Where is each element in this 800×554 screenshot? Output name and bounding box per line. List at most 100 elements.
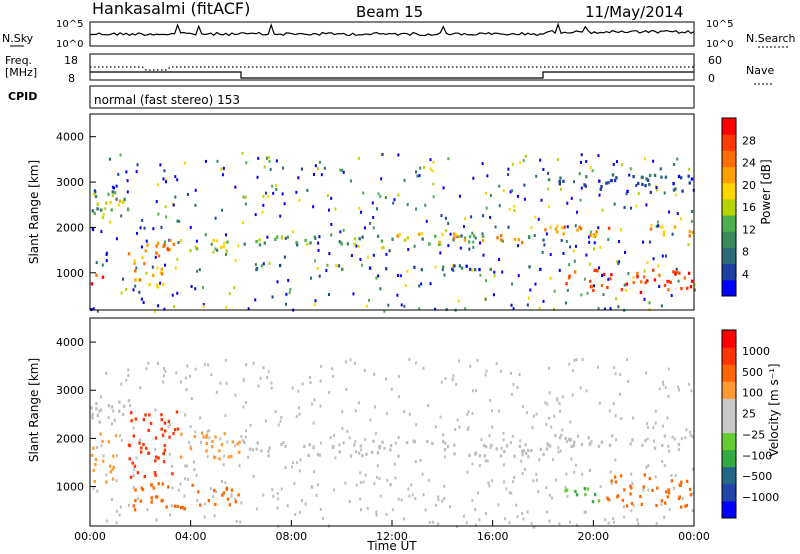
data-cell xyxy=(513,454,516,458)
scatter-cell xyxy=(481,162,484,166)
scatter-cell xyxy=(107,416,110,420)
data-cell xyxy=(669,280,672,285)
data-cell xyxy=(199,503,202,507)
scatter-cell xyxy=(292,461,295,465)
data-cell xyxy=(640,280,643,284)
data-cell xyxy=(194,245,198,249)
data-cell xyxy=(590,284,594,289)
scatter-cell xyxy=(244,202,247,206)
data-cell xyxy=(620,288,624,292)
scatter-cell xyxy=(203,363,206,367)
scatter-cell xyxy=(623,283,626,287)
freq-label-line1: Freq. xyxy=(5,54,32,67)
scatter-cell xyxy=(652,439,655,443)
data-cell xyxy=(639,494,642,499)
scatter-cell xyxy=(95,261,98,265)
scatter-cell xyxy=(176,219,179,223)
data-cell xyxy=(564,436,567,440)
scatter-cell xyxy=(637,522,640,526)
scatter-cell xyxy=(194,287,197,291)
scatter-cell xyxy=(264,191,267,195)
scatter-cell xyxy=(404,284,407,288)
data-cell xyxy=(679,176,683,180)
scatter-cell xyxy=(548,493,551,497)
scatter-cell xyxy=(341,410,344,414)
scatter-cell xyxy=(281,192,284,196)
scatter-cell xyxy=(240,501,243,505)
scatter-cell xyxy=(670,474,673,478)
data-cell xyxy=(426,439,429,444)
colorbar-tick-label: 24 xyxy=(742,157,756,170)
data-cell xyxy=(600,440,604,444)
scatter-cell xyxy=(193,468,196,472)
colorbar-tick-label: 4 xyxy=(742,268,749,281)
data-cell xyxy=(230,488,234,492)
scatter-cell xyxy=(615,438,618,442)
data-cell xyxy=(689,285,693,289)
scatter-cell xyxy=(198,268,201,272)
scatter-cell xyxy=(284,466,287,470)
data-cell xyxy=(389,444,393,448)
data-cell xyxy=(661,225,664,229)
scatter-cell xyxy=(367,298,370,302)
data-cell xyxy=(133,259,136,263)
scatter-cell xyxy=(96,489,99,493)
scatter-cell xyxy=(480,437,483,441)
scatter-cell xyxy=(486,174,489,178)
scatter-cell xyxy=(242,405,245,409)
scatter-cell xyxy=(587,235,590,239)
scatter-cell xyxy=(320,364,323,368)
scatter-cell xyxy=(647,425,650,429)
scatter-cell xyxy=(280,416,283,420)
data-cell xyxy=(165,505,168,509)
data-cell xyxy=(539,267,542,271)
scatter-cell xyxy=(262,493,265,497)
noise-right-tick-top: 10^5 xyxy=(706,19,733,30)
scatter-cell xyxy=(308,376,311,380)
scatter-cell xyxy=(504,517,507,521)
scatter-cell xyxy=(260,264,263,268)
scatter-cell xyxy=(618,392,621,396)
scatter-cell xyxy=(341,168,344,172)
data-cell xyxy=(118,199,122,203)
scatter-cell xyxy=(390,387,393,391)
data-cell xyxy=(370,450,374,454)
data-cell xyxy=(592,234,595,239)
noise-right-tick-bottom: 10^0 xyxy=(706,39,733,50)
data-cell xyxy=(134,417,138,421)
data-cell xyxy=(121,412,125,417)
scatter-cell xyxy=(525,411,528,415)
scatter-cell xyxy=(449,232,452,236)
data-cell xyxy=(483,454,486,458)
scatter-cell xyxy=(202,285,205,289)
data-cell xyxy=(560,433,563,438)
scatter-cell xyxy=(209,487,212,491)
data-cell xyxy=(630,486,633,490)
scatter-cell xyxy=(257,384,260,388)
data-cell xyxy=(133,261,136,265)
scatter-cell xyxy=(613,366,616,370)
data-cell xyxy=(690,177,694,181)
data-cell xyxy=(169,238,172,243)
scatter-cell xyxy=(478,464,481,468)
scatter-cell xyxy=(211,495,214,499)
scatter-cell xyxy=(610,482,613,486)
scatter-cell xyxy=(140,297,143,301)
scatter-cell xyxy=(341,427,344,431)
scatter-cell xyxy=(265,156,268,160)
freq-label-line2: [MHz] xyxy=(5,66,37,79)
scatter-cell xyxy=(313,173,316,177)
scatter-cell xyxy=(110,422,113,426)
data-cell xyxy=(96,202,99,206)
scatter-cell xyxy=(96,309,99,313)
data-cell xyxy=(359,444,363,448)
scatter-cell xyxy=(484,459,487,463)
data-cell xyxy=(237,450,241,454)
scatter-cell xyxy=(489,193,492,197)
scatter-cell xyxy=(188,440,191,444)
scatter-cell xyxy=(189,374,192,378)
data-cell xyxy=(147,451,151,455)
data-cell xyxy=(521,449,524,453)
data-cell xyxy=(431,441,434,446)
scatter-cell xyxy=(202,303,205,307)
